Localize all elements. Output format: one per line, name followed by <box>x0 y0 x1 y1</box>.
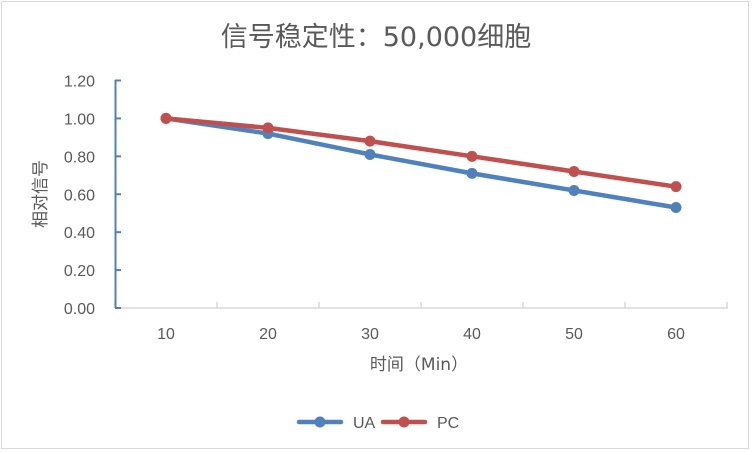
x-axis-title: 时间（Min） <box>370 355 468 375</box>
x-axis-tick-labels: 10 20 30 40 50 60 <box>157 326 685 343</box>
legend-label: UA <box>353 415 376 432</box>
data-point-marker <box>160 112 172 124</box>
y-tick-label: 1.20 <box>64 74 95 91</box>
legend-marker-icon <box>314 416 326 428</box>
y-tick-label: 0.40 <box>64 225 95 242</box>
series-line <box>163 116 679 189</box>
y-axis-tick-marks <box>115 79 121 309</box>
y-tick-label: 0.00 <box>64 301 95 318</box>
data-point-marker <box>466 150 478 162</box>
x-tick-label: 20 <box>259 326 277 343</box>
x-axis-tick-marks <box>114 302 728 308</box>
y-axis-title: 相对信号 <box>31 160 51 228</box>
series-line <box>163 116 679 210</box>
legend-marker-icon <box>398 416 410 428</box>
legend: UA PC <box>296 415 459 432</box>
y-tick-label: 0.80 <box>64 149 95 166</box>
series-ua <box>160 112 682 214</box>
data-point-marker <box>670 202 682 214</box>
legend-label: PC <box>437 415 459 432</box>
x-tick-label: 40 <box>463 326 481 343</box>
x-tick-label: 30 <box>361 326 379 343</box>
data-point-marker <box>364 135 376 147</box>
data-point-marker <box>262 122 274 134</box>
y-axis-tick-labels: 0.00 0.20 0.40 0.60 0.80 1.00 1.20 <box>64 74 95 319</box>
legend-item-pc: PC <box>380 415 459 432</box>
chart-title: 信号稳定性：50,000细胞 <box>221 22 531 53</box>
series-lines <box>160 112 682 214</box>
data-point-marker <box>568 166 580 177</box>
data-point-marker <box>670 181 682 193</box>
y-tick-label: 0.60 <box>64 187 95 204</box>
y-tick-label: 0.20 <box>64 263 95 280</box>
data-point-marker <box>364 148 376 160</box>
data-point-marker <box>466 167 478 179</box>
legend-item-ua: UA <box>296 415 376 432</box>
data-point-marker <box>568 184 580 196</box>
x-tick-label: 10 <box>157 326 175 343</box>
y-tick-label: 1.00 <box>64 111 95 128</box>
series-pc <box>160 112 682 193</box>
x-tick-label: 50 <box>565 326 583 343</box>
x-tick-label: 60 <box>667 326 685 343</box>
